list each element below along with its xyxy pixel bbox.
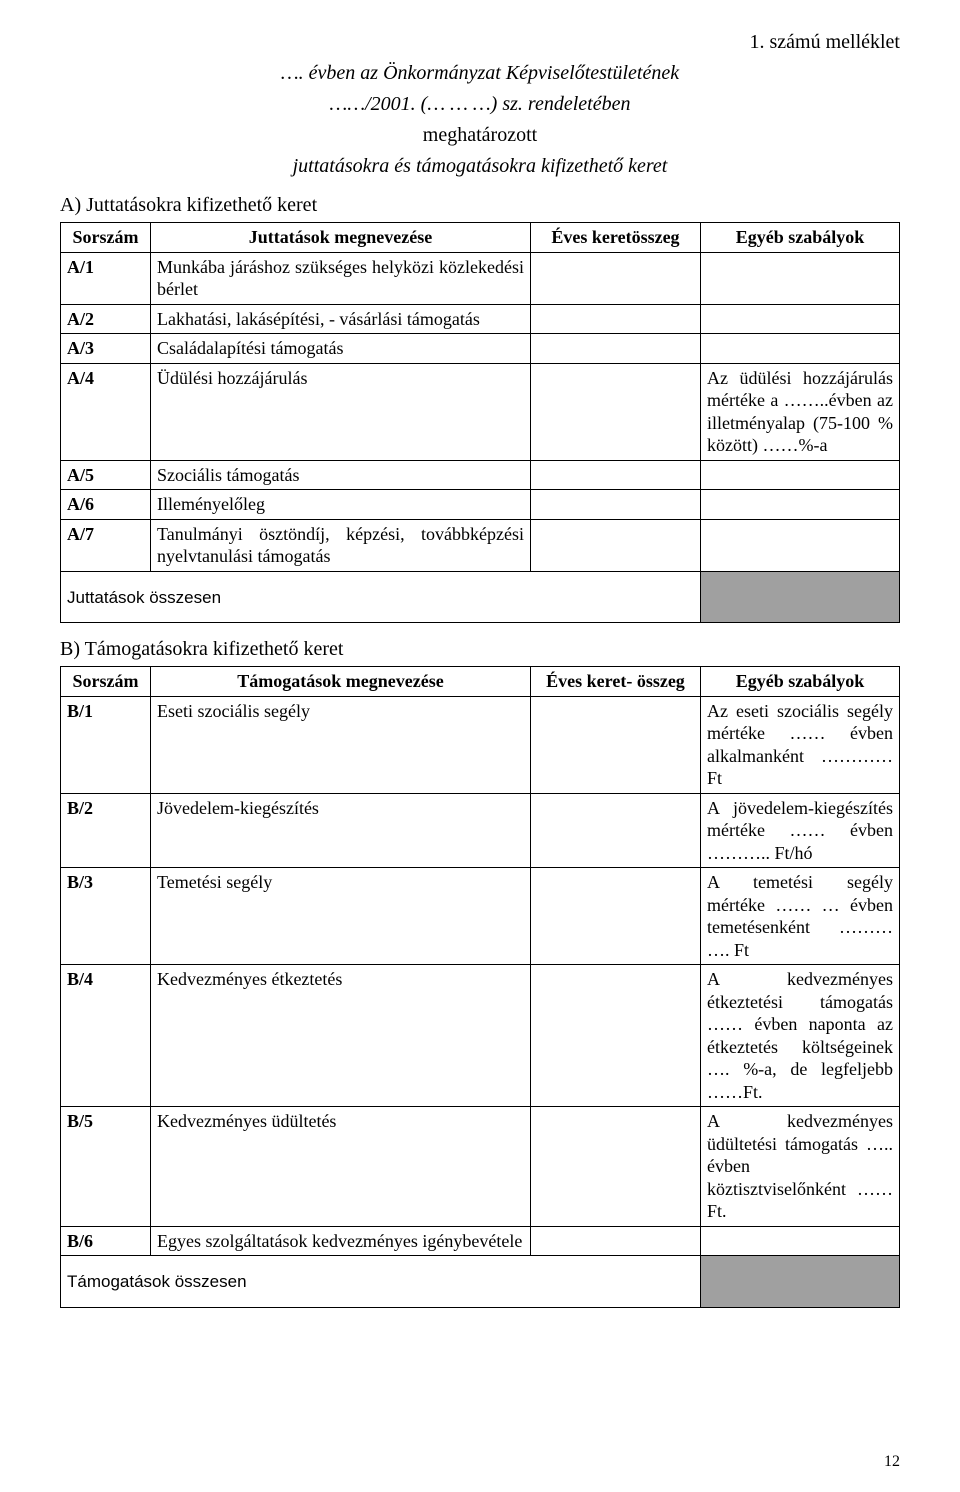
cell-keret [531,334,701,364]
cell-egyeb [701,334,900,364]
cell-egyeb [701,1226,900,1256]
table-b-sum-row: Támogatások összesen [61,1256,900,1308]
cell-sor: A/2 [61,304,151,334]
cell-name: Eseti szociális segély [151,696,531,793]
cell-name: Lakhatási, lakásépítési, - vásárlási tám… [151,304,531,334]
th-b-sor: Sorszám [61,667,151,697]
cell-name: Kedvezményes étkeztetés [151,965,531,1107]
cell-egyeb: A kedvezményes üdültetési támogatás ….. … [701,1107,900,1227]
table-row: B/1 Eseti szociális segély Az eseti szoc… [61,696,900,793]
cell-name: Jövedelem-kiegészítés [151,793,531,868]
cell-name: Üdülési hozzájárulás [151,363,531,460]
cell-sor: B/4 [61,965,151,1107]
cell-egyeb [701,519,900,571]
cell-name: Temetési segély [151,868,531,965]
table-row: B/3 Temetési segély A temetési segély mé… [61,868,900,965]
section-b-title: B) Támogatásokra kifizethető keret [60,637,900,662]
cell-egyeb: A temetési segély mértéke …… … évben tem… [701,868,900,965]
cell-sor: B/2 [61,793,151,868]
cell-keret [531,965,701,1107]
cell-egyeb [701,460,900,490]
sum-a-label: Juttatások összesen [67,588,221,607]
cell-egyeb [701,252,900,304]
appendix-label: 1. számú melléklet [60,30,900,55]
cell-keret [531,304,701,334]
table-row: A/7 Tanulmányi ösztöndíj, képzési, továb… [61,519,900,571]
sum-b-shaded-cell [701,1256,900,1308]
table-row: A/6 Illeményelőleg [61,490,900,520]
table-row: B/4 Kedvezményes étkeztetés A kedvezmény… [61,965,900,1107]
sum-a-shaded-cell [701,571,900,623]
cell-sor: B/3 [61,868,151,965]
cell-keret [531,363,701,460]
cell-sor: B/5 [61,1107,151,1227]
cell-sor: A/1 [61,252,151,304]
cell-name: Tanulmányi ösztöndíj, képzési, továbbkép… [151,519,531,571]
cell-name: Szociális támogatás [151,460,531,490]
doc-title-line1: …. évben az Önkormányzat Képviselőtestül… [60,61,900,86]
cell-egyeb: Az üdülési hozzájárulás mértéke a ……..év… [701,363,900,460]
table-a: Sorszám Juttatások megnevezése Éves kere… [60,222,900,623]
cell-keret [531,252,701,304]
page: 1. számú melléklet …. évben az Önkormány… [0,0,960,1492]
th-b-name: Támogatások megnevezése [151,667,531,697]
sum-a-label-cell: Juttatások összesen [61,571,701,623]
cell-name: Kedvezményes üdültetés [151,1107,531,1227]
cell-name: Illeményelőleg [151,490,531,520]
sum-b-label-cell: Támogatások összesen [61,1256,701,1308]
cell-egyeb [701,490,900,520]
cell-keret [531,696,701,793]
table-row: A/5 Szociális támogatás [61,460,900,490]
doc-title-line4: juttatásokra és támogatásokra kifizethet… [60,154,900,179]
cell-name: Családalapítési támogatás [151,334,531,364]
cell-sor: B/1 [61,696,151,793]
cell-sor: A/3 [61,334,151,364]
cell-name: Munkába járáshoz szükséges helyközi közl… [151,252,531,304]
cell-egyeb: A jövedelem-kiegészítés mértéke …… évben… [701,793,900,868]
cell-egyeb: A kedvezményes étkeztetési támogatás …… … [701,965,900,1107]
cell-keret [531,793,701,868]
table-row: B/2 Jövedelem-kiegészítés A jövedelem-ki… [61,793,900,868]
table-row: B/6 Egyes szolgáltatások kedvezményes ig… [61,1226,900,1256]
cell-sor: A/5 [61,460,151,490]
cell-sor: A/6 [61,490,151,520]
cell-keret [531,460,701,490]
cell-sor: B/6 [61,1226,151,1256]
table-a-header-row: Sorszám Juttatások megnevezése Éves kere… [61,223,900,253]
cell-keret [531,490,701,520]
cell-sor: A/7 [61,519,151,571]
table-a-sum-row: Juttatások összesen [61,571,900,623]
cell-keret [531,1226,701,1256]
cell-keret [531,868,701,965]
cell-keret [531,519,701,571]
cell-egyeb: Az eseti szociális segély mértéke …… évb… [701,696,900,793]
doc-title-line2: ……/2001. (… … …) sz. rendeletében [60,92,900,117]
table-row: A/3 Családalapítési támogatás [61,334,900,364]
table-b: Sorszám Támogatások megnevezése Éves ker… [60,666,900,1308]
cell-name: Egyes szolgáltatások kedvezményes igényb… [151,1226,531,1256]
cell-keret [531,1107,701,1227]
th-a-egyeb: Egyéb szabályok [701,223,900,253]
th-a-sor: Sorszám [61,223,151,253]
page-number: 12 [884,1452,900,1472]
th-b-keret: Éves keret- összeg [531,667,701,697]
table-b-header-row: Sorszám Támogatások megnevezése Éves ker… [61,667,900,697]
th-a-name: Juttatások megnevezése [151,223,531,253]
table-row: B/5 Kedvezményes üdültetés A kedvezménye… [61,1107,900,1227]
cell-sor: A/4 [61,363,151,460]
table-row: A/4 Üdülési hozzájárulás Az üdülési hozz… [61,363,900,460]
table-row: A/2 Lakhatási, lakásépítési, - vásárlási… [61,304,900,334]
th-a-keret: Éves keretösszeg [531,223,701,253]
doc-title-line3: meghatározott [60,123,900,148]
sum-b-label: Támogatások összesen [67,1272,247,1291]
section-a-title: A) Juttatásokra kifizethető keret [60,193,900,218]
th-b-egyeb: Egyéb szabályok [701,667,900,697]
table-row: A/1 Munkába járáshoz szükséges helyközi … [61,252,900,304]
cell-egyeb [701,304,900,334]
